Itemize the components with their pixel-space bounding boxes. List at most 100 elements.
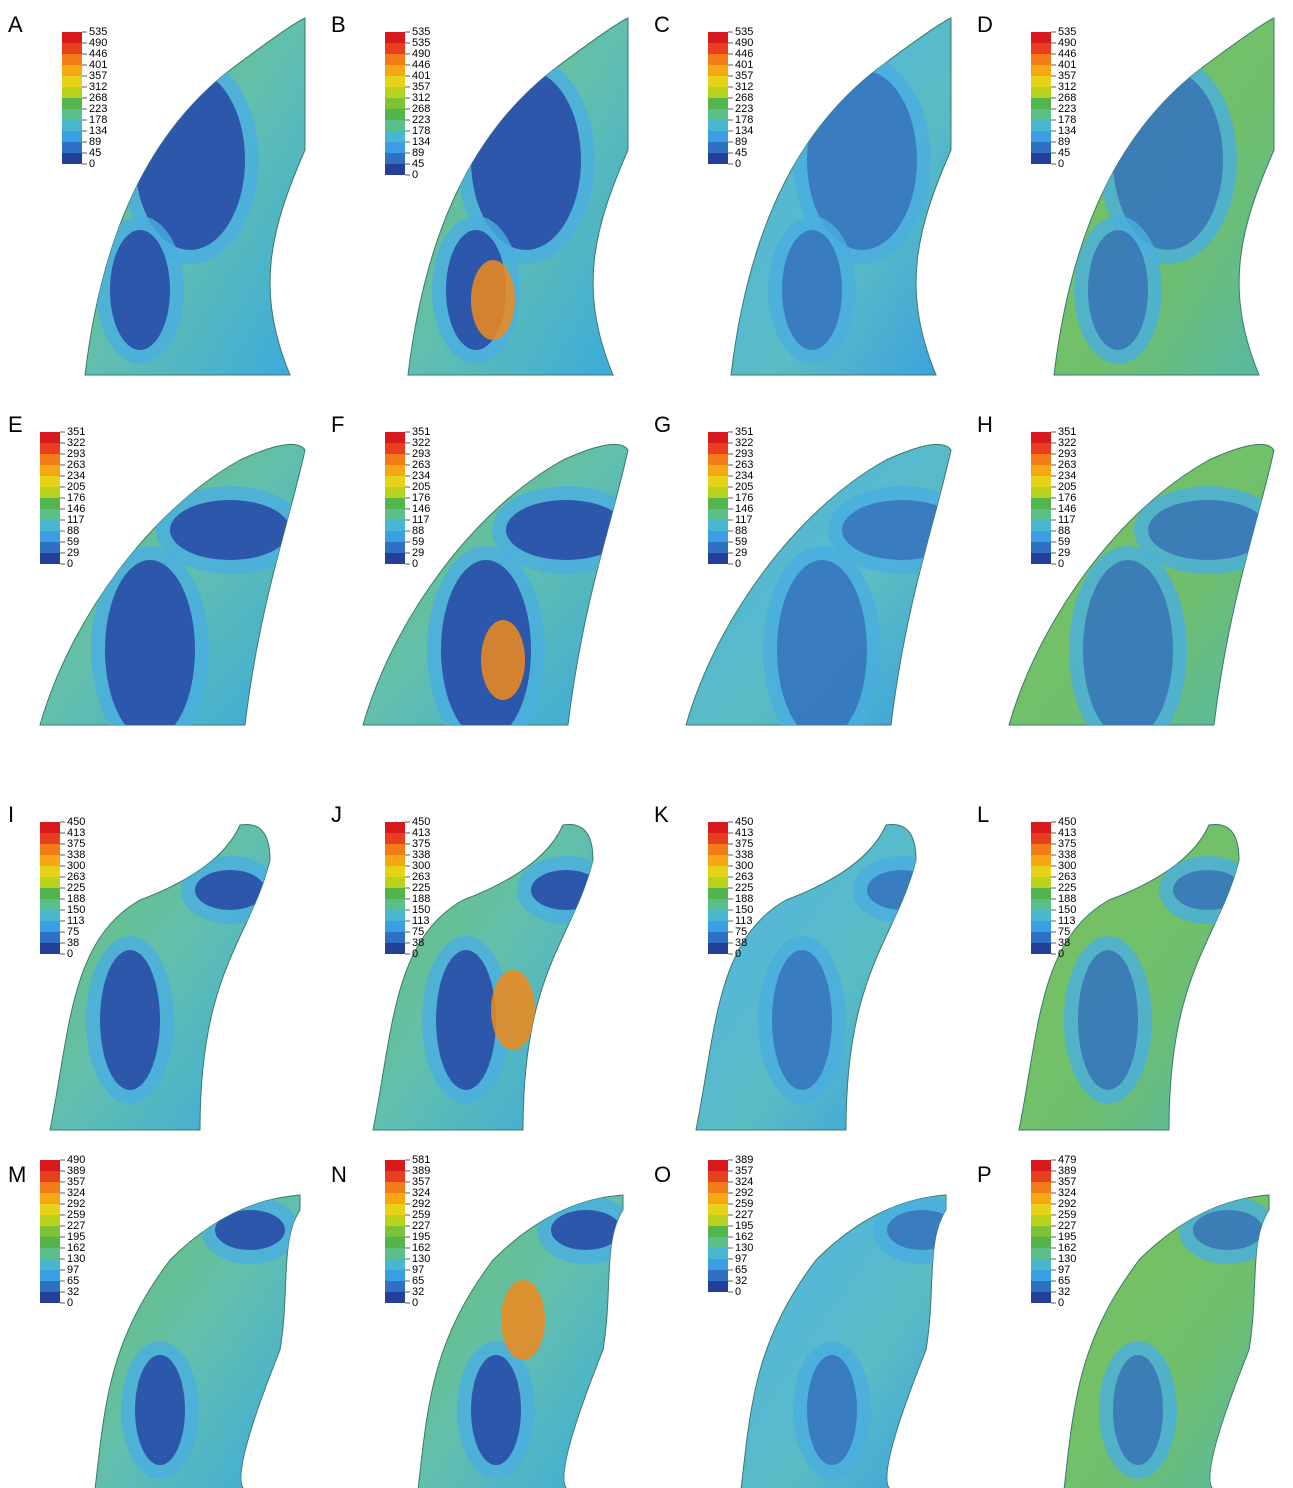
legend-label: 312 xyxy=(89,81,107,93)
legend-swatch xyxy=(708,87,728,98)
legend-label: 234 xyxy=(1058,470,1076,482)
legend-swatch xyxy=(62,76,82,87)
legend-label: 375 xyxy=(412,838,430,850)
legend-swatch xyxy=(708,1182,728,1193)
legend-swatch xyxy=(1031,476,1051,487)
legend-swatch xyxy=(1031,87,1051,98)
legend-swatch xyxy=(385,877,405,888)
legend-swatch xyxy=(40,1281,60,1292)
legend-swatch xyxy=(708,932,728,943)
legend-label: 312 xyxy=(1058,81,1076,93)
legend-label: 65 xyxy=(412,1275,424,1287)
legend-label: 45 xyxy=(89,147,101,159)
legend-swatch xyxy=(708,1215,728,1226)
legend-swatch xyxy=(40,1226,60,1237)
legend-label: 263 xyxy=(412,871,430,883)
legend-label: 389 xyxy=(412,1165,430,1177)
legend-swatch xyxy=(1031,1226,1051,1237)
legend-label: 292 xyxy=(1058,1198,1076,1210)
legend-swatch xyxy=(385,1259,405,1270)
legend-label: 176 xyxy=(735,492,753,504)
contour-inner xyxy=(436,950,496,1090)
legend-swatch xyxy=(708,1226,728,1237)
legend-swatch xyxy=(40,822,60,833)
legend-swatch xyxy=(385,888,405,899)
contour-inner xyxy=(100,950,160,1090)
legend-label: 0 xyxy=(412,558,418,570)
legend-swatch xyxy=(1031,888,1051,899)
hot-spot xyxy=(501,1280,545,1360)
legend-label: 150 xyxy=(1058,904,1076,916)
legend-label: 88 xyxy=(412,525,424,537)
legend-swatch xyxy=(40,888,60,899)
legend-swatch xyxy=(1031,877,1051,888)
legend-label: 268 xyxy=(412,103,430,115)
legend-label: 263 xyxy=(67,871,85,883)
legend-label: 89 xyxy=(735,136,747,148)
contour-inner xyxy=(782,230,842,350)
legend-swatch xyxy=(40,454,60,465)
legend-label: 0 xyxy=(412,948,418,960)
legend-label: 195 xyxy=(67,1231,85,1243)
contours xyxy=(793,1196,946,1479)
legend-label: 401 xyxy=(89,59,107,71)
legend-label: 188 xyxy=(412,893,430,905)
legend-swatch xyxy=(385,921,405,932)
panel-label: I xyxy=(8,802,14,827)
legend-swatch xyxy=(1031,1259,1051,1270)
legend-label: 89 xyxy=(89,136,101,148)
contours xyxy=(457,1196,623,1479)
legend-swatch xyxy=(385,866,405,877)
legend-swatch xyxy=(1031,109,1051,120)
legend-swatch xyxy=(40,1193,60,1204)
panel-label: H xyxy=(977,412,993,437)
legend-swatch xyxy=(62,142,82,153)
legend-swatch xyxy=(385,855,405,866)
legend-label: 322 xyxy=(67,437,85,449)
legend-swatch xyxy=(385,1160,405,1171)
legend-label: 113 xyxy=(735,915,753,927)
legend-swatch xyxy=(708,476,728,487)
legend-swatch xyxy=(385,899,405,910)
legend-label: 188 xyxy=(735,893,753,905)
legend-swatch xyxy=(385,553,405,564)
panel-label: F xyxy=(331,412,344,437)
legend-label: 0 xyxy=(89,158,95,170)
legend-swatch xyxy=(385,520,405,531)
legend-label: 479 xyxy=(1058,1154,1076,1166)
legend-label: 450 xyxy=(412,816,430,828)
legend-label: 535 xyxy=(412,26,430,38)
legend-label: 162 xyxy=(67,1242,85,1254)
legend-swatch xyxy=(385,498,405,509)
legend-swatch xyxy=(708,509,728,520)
legend-label: 0 xyxy=(735,558,741,570)
legend-label: 146 xyxy=(735,503,753,515)
legend-label: 75 xyxy=(412,926,424,938)
legend-swatch xyxy=(1031,120,1051,131)
legend-swatch xyxy=(1031,432,1051,443)
legend-swatch xyxy=(40,1292,60,1303)
legend-label: 357 xyxy=(67,1176,85,1188)
legend-swatch xyxy=(1031,1281,1051,1292)
legend-label: 205 xyxy=(412,481,430,493)
contour-inner xyxy=(807,1355,857,1465)
legend-label: 205 xyxy=(67,481,85,493)
legend-label: 89 xyxy=(1058,136,1070,148)
legend-swatch xyxy=(1031,531,1051,542)
legend-swatch xyxy=(1031,454,1051,465)
legend-swatch xyxy=(385,98,405,109)
legend-swatch xyxy=(708,531,728,542)
legend-swatch xyxy=(708,833,728,844)
legend-swatch xyxy=(708,443,728,454)
legend-swatch xyxy=(385,76,405,87)
legend-label: 351 xyxy=(1058,426,1076,438)
legend-swatch xyxy=(40,432,60,443)
legend-swatch xyxy=(385,833,405,844)
contour-inner xyxy=(1193,1210,1263,1250)
legend-swatch xyxy=(1031,1270,1051,1281)
legend-label: 292 xyxy=(412,1198,430,1210)
